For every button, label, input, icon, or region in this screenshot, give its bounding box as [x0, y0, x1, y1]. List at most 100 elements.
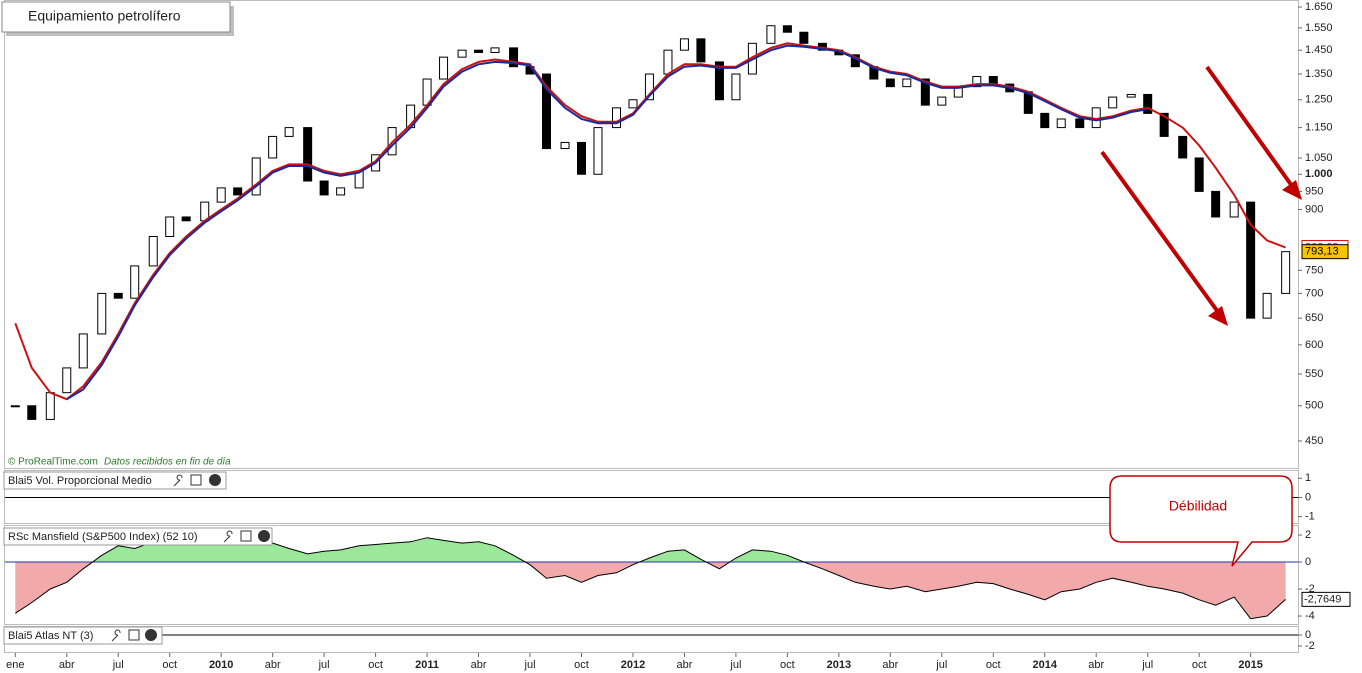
y-tick-label: 1.250 [1305, 94, 1333, 106]
y-tick-label: -2 [1305, 583, 1315, 595]
price-flag-label: 793,13 [1305, 246, 1339, 258]
value-flag [1301, 591, 1351, 607]
close-icon[interactable] [209, 474, 221, 486]
y-tick-label: 450 [1305, 435, 1323, 447]
candle [541, 73, 551, 150]
candle [576, 141, 586, 175]
x-tick-label: 2012 [621, 659, 645, 671]
candle [233, 187, 243, 196]
x-tick-label: oct [780, 659, 795, 671]
price-flag [1301, 244, 1349, 260]
x-tick-label: jul [729, 659, 741, 671]
candle [474, 49, 484, 53]
panel-title: Blai5 Vol. Proporcional Medio [8, 475, 152, 487]
callout-bubble [1109, 475, 1293, 567]
wrench-icon[interactable] [111, 629, 121, 642]
candle [1262, 292, 1272, 319]
x-tick-label: 2013 [827, 659, 851, 671]
candle [560, 141, 570, 150]
window-icon[interactable] [240, 530, 252, 542]
candle [251, 157, 261, 196]
arrows [1100, 65, 1302, 326]
y-tick-label: 1.150 [1305, 121, 1333, 133]
candle [10, 405, 20, 408]
x-tick-label: jul [1141, 659, 1153, 671]
candle [1040, 112, 1050, 129]
x-tick-label: abr [265, 659, 281, 671]
x-tick-label: 2014 [1033, 659, 1058, 671]
candle [644, 73, 654, 101]
candle [78, 333, 88, 369]
panel-labels: Blai5 Vol. Proporcional Medio RSc Mansfi… [3, 471, 273, 645]
value-flag-label: -2,7649 [1304, 593, 1341, 605]
candle [988, 76, 998, 85]
candle [766, 25, 776, 44]
candle [799, 31, 809, 44]
candle [439, 56, 449, 80]
candle [696, 38, 706, 63]
candle [1143, 93, 1153, 114]
panel-frames [4, 0, 1299, 653]
price-frame [4, 0, 1299, 469]
close-icon[interactable] [258, 530, 270, 542]
callout: Débilidad [1109, 475, 1293, 567]
arrow-head [1282, 180, 1302, 200]
line [66, 44, 1148, 401]
panel-title: RSc Mansfield (S&P500 Index) (52 10) [8, 531, 198, 543]
x-tick-label: oct [986, 659, 1001, 671]
title-frame [1, 1, 231, 33]
area-negative [15, 562, 1286, 619]
x-tick-label: abr [1088, 659, 1104, 671]
watermark: © ProRealTime.com [8, 457, 98, 468]
candle [937, 96, 947, 106]
candle [1281, 251, 1291, 294]
plot: 1.650 1.550 1.450 1.350 1.250 1.150 1.050 1.000… [5, 1, 1351, 671]
x-tick-label: oct [1192, 659, 1207, 671]
candle [284, 127, 294, 137]
y-tick-label: 1.350 [1305, 68, 1333, 80]
y-tick-label: 1.550 [1305, 22, 1333, 34]
arrow-shaft [1205, 65, 1294, 188]
arrow-shaft [1100, 150, 1220, 314]
candle [1246, 201, 1256, 319]
window-icon[interactable] [190, 474, 202, 486]
close-icon[interactable] [145, 629, 157, 641]
label-box [3, 471, 227, 490]
x-tick-label: oct [162, 659, 177, 671]
candle [731, 73, 741, 101]
candle [1229, 201, 1239, 218]
candle [1075, 118, 1085, 129]
label-box [3, 626, 163, 645]
candle [782, 25, 792, 33]
y-tick-label: 0 [1305, 629, 1311, 641]
y-tick-label: 0 [1305, 491, 1311, 503]
candle [1194, 157, 1204, 192]
candle [1126, 93, 1136, 98]
candle [165, 216, 175, 237]
wrench-icon[interactable] [223, 530, 233, 543]
candle [1108, 96, 1118, 109]
candle [457, 49, 467, 58]
y-tick-label: 550 [1305, 368, 1323, 380]
x-tick-label: jul [935, 659, 947, 671]
y-tick-label: 1.050 [1305, 152, 1333, 164]
y-tick-label: 650 [1305, 312, 1323, 324]
y-tick-label: 950 [1305, 185, 1323, 197]
candle [1056, 118, 1066, 129]
y-tick-label: 900 [1305, 203, 1323, 215]
candle [319, 180, 329, 196]
y-tick-label: 700 [1305, 287, 1323, 299]
candle [216, 187, 226, 203]
candle [628, 99, 638, 109]
x-tick-label: 2010 [209, 659, 233, 671]
window-icon[interactable] [128, 629, 140, 641]
y-tick-label: 1 [1305, 472, 1311, 484]
arrow-head [1208, 306, 1228, 326]
candle [972, 76, 982, 88]
wrench-icon[interactable] [173, 474, 183, 487]
y-tick-label: -2 [1305, 640, 1315, 652]
rsc-frame [4, 525, 1299, 625]
candle [611, 107, 621, 129]
candle [268, 135, 278, 159]
